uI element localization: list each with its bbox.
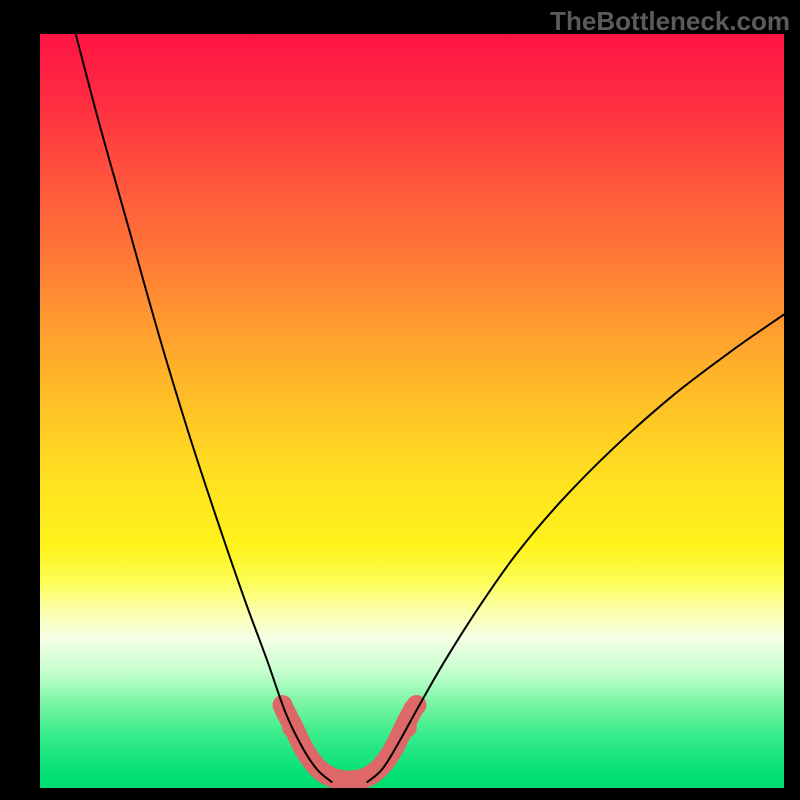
plot-area: [40, 34, 784, 788]
watermark-text: TheBottleneck.com: [550, 6, 790, 37]
valley-highlight: [284, 709, 413, 781]
curve-left: [76, 34, 332, 782]
chart-svg: [40, 34, 784, 788]
chart-frame: TheBottleneck.com: [0, 0, 800, 800]
curve-right: [367, 314, 784, 781]
